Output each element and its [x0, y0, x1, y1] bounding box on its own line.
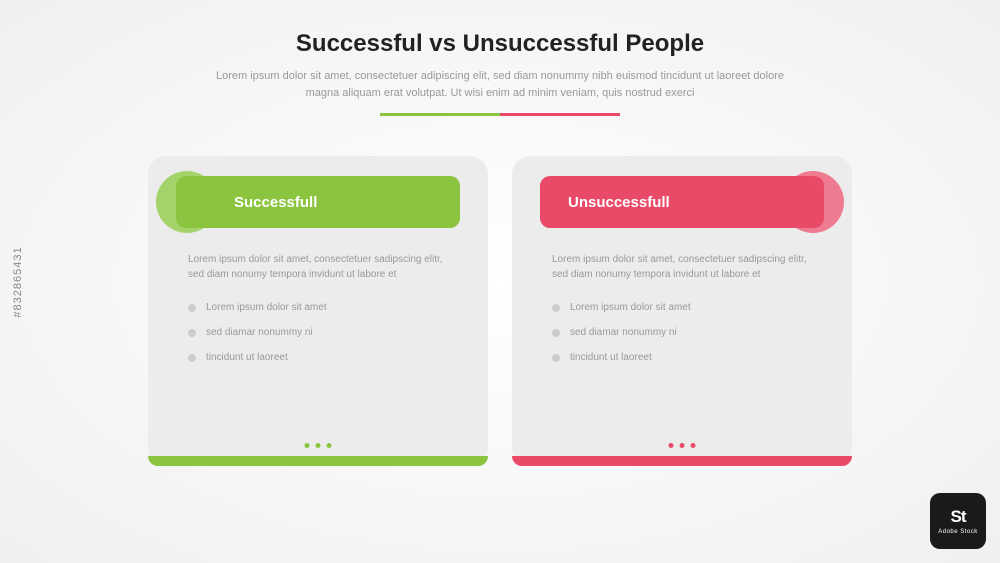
card-label-successful: Successfull [234, 194, 317, 211]
card-successful: Successfull Lorem ipsum dolor sit amet, … [148, 156, 488, 466]
card-label-unsuccessful: Unsuccessfull [568, 194, 670, 211]
adobe-stock-badge: St Adobe Stock [930, 493, 986, 549]
card-bottom-successful [148, 456, 488, 466]
page-title: Successful vs Unsuccessful People [0, 30, 1000, 58]
list-item: Lorem ipsum dolor sit amet [188, 302, 448, 313]
badge-label: Adobe Stock [938, 529, 978, 536]
divider [0, 113, 1000, 116]
cards-container: Successfull Lorem ipsum dolor sit amet, … [0, 156, 1000, 466]
list-item: tincidunt ut laoreet [188, 352, 448, 363]
list-item: sed diamar nonummy ni [552, 327, 812, 338]
header: Successful vs Unsuccessful People Lorem … [0, 0, 1000, 116]
card-header-successful: Successfull [176, 176, 460, 228]
card-desc-successful: Lorem ipsum dolor sit amet, consectetuer… [176, 252, 460, 282]
divider-right [500, 113, 620, 116]
list-item: tincidunt ut laoreet [552, 352, 812, 363]
card-header-unsuccessful: Unsuccessfull [540, 176, 824, 228]
dots-unsuccessful [669, 443, 696, 448]
watermark-id: #832865431 [12, 246, 24, 317]
bullets-unsuccessful: Lorem ipsum dolor sit amet sed diamar no… [540, 302, 824, 363]
badge-st: St [951, 507, 966, 527]
card-desc-unsuccessful: Lorem ipsum dolor sit amet, consectetuer… [540, 252, 824, 282]
list-item: Lorem ipsum dolor sit amet [552, 302, 812, 313]
list-item: sed diamar nonummy ni [188, 327, 448, 338]
divider-left [380, 113, 500, 116]
bullets-successful: Lorem ipsum dolor sit amet sed diamar no… [176, 302, 460, 363]
card-bottom-unsuccessful [512, 456, 852, 466]
dots-successful [305, 443, 332, 448]
page-subtitle: Lorem ipsum dolor sit amet, consectetuer… [200, 68, 800, 101]
card-unsuccessful: Unsuccessfull Lorem ipsum dolor sit amet… [512, 156, 852, 466]
